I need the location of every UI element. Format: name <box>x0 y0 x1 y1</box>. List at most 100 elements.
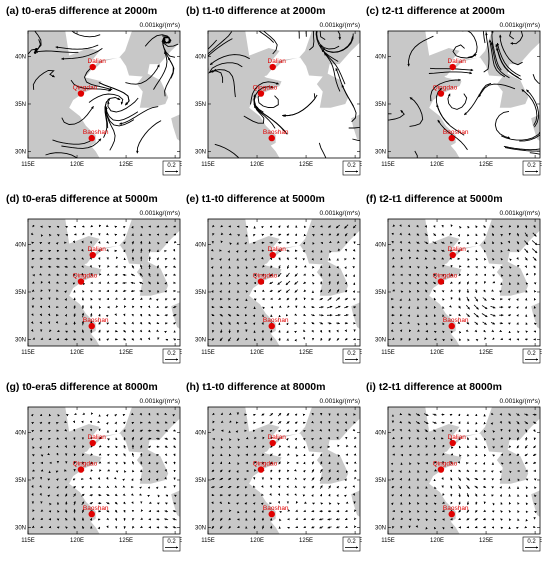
vector-arrow <box>451 259 452 260</box>
vector-arrow <box>58 242 59 243</box>
vector-arrow <box>41 283 42 284</box>
x-tick-label: 125E <box>299 538 313 544</box>
vector-arrow <box>484 454 485 455</box>
y-tick-label: 30N <box>195 149 206 155</box>
vector-arrow <box>263 307 264 308</box>
y-tick-label: 30N <box>195 525 206 531</box>
city-label: Qingdao <box>73 85 98 92</box>
vector-arrow <box>91 266 92 267</box>
vector-arrow <box>271 338 272 341</box>
vector-arrow <box>279 486 280 488</box>
vector-arrow <box>493 267 494 268</box>
vector-arrow <box>500 226 502 227</box>
vector-arrow <box>229 226 231 227</box>
vector-arrow <box>518 527 519 528</box>
vector-arrow <box>141 478 142 479</box>
reference-vector-label: 0.2 <box>347 351 356 357</box>
vector-arrow <box>501 494 502 496</box>
vector-arrow <box>254 471 255 472</box>
vector-arrow <box>124 314 125 316</box>
vector-arrow <box>108 439 109 440</box>
vector-arrow <box>229 511 230 512</box>
y-tick-label: 30N <box>375 337 386 343</box>
vector-arrow <box>49 283 50 284</box>
vector-arrow <box>254 242 256 243</box>
vector-arrow <box>123 275 126 276</box>
vector-arrow <box>467 527 469 528</box>
vector-arrow <box>213 290 214 291</box>
vector-arrow <box>57 283 58 284</box>
vector-arrow <box>534 487 535 488</box>
vector-arrow <box>133 495 134 496</box>
vector-arrow <box>108 422 109 423</box>
vector-arrow <box>501 250 502 251</box>
vector-arrow <box>124 470 125 471</box>
vector-arrow <box>254 251 255 252</box>
vector-arrow <box>99 283 101 284</box>
vector-arrow <box>254 234 255 235</box>
vector-arrow <box>312 234 313 235</box>
vector-arrow <box>149 487 150 488</box>
y-tick-label: 40N <box>195 243 206 249</box>
vector-arrow <box>33 315 34 316</box>
y-tick-label: 35N <box>15 102 26 108</box>
x-tick-label: 120E <box>430 162 444 168</box>
vector-arrow <box>393 439 394 440</box>
panel-title: (b) t1-t0 difference at 2000m <box>186 5 325 17</box>
vector-arrow <box>296 511 297 512</box>
vector-arrow <box>32 283 33 284</box>
vector-arrow <box>392 471 393 472</box>
panel-title: (f) t2-t1 difference at 5000m <box>366 193 503 205</box>
city-label: Baoshan <box>443 505 469 512</box>
vector-arrow <box>212 299 214 300</box>
reference-vector-label: 0.2 <box>167 539 176 545</box>
city-label: Dalian <box>88 434 107 441</box>
city-label: Qingdao <box>253 273 278 280</box>
vector-arrow <box>393 503 394 504</box>
vector-arrow <box>409 447 410 448</box>
vector-arrow <box>354 291 355 292</box>
vector-arrow <box>426 471 427 472</box>
y-tick-label: 40N <box>195 55 206 61</box>
x-tick-label: 120E <box>250 538 264 544</box>
vector-arrow <box>99 258 100 260</box>
city-label: Baoshan <box>443 317 469 324</box>
city-label: Qingdao <box>433 461 458 468</box>
vector-arrow <box>338 430 339 431</box>
unit-label: 0.001kg/(m*s) <box>140 22 180 29</box>
vector-arrow <box>41 487 42 488</box>
vector-arrow <box>99 275 100 276</box>
vector-arrow <box>133 414 134 415</box>
vector-arrow <box>492 495 493 496</box>
vector-arrow <box>418 331 419 332</box>
vector-arrow <box>107 283 109 284</box>
city-label: Dalian <box>268 246 287 253</box>
vector-arrow <box>166 259 168 260</box>
vector-arrow <box>401 291 402 292</box>
vector-arrow <box>288 478 289 480</box>
map-area <box>381 17 550 180</box>
vector-arrow <box>426 306 427 308</box>
vector-arrow <box>41 519 42 520</box>
city-label: Baoshan <box>83 505 109 512</box>
x-tick-label: 115E <box>201 350 215 356</box>
vector-arrow <box>33 414 34 415</box>
x-tick-label: 125E <box>299 162 313 168</box>
vector-arrow <box>484 471 486 472</box>
vector-arrow <box>296 315 297 316</box>
vector-arrow <box>493 455 494 456</box>
city-label: Qingdao <box>433 85 458 92</box>
panel-b: (b) t1-t0 difference at 2000m0.001kg/(m*… <box>186 0 395 180</box>
vector-arrow <box>526 323 527 324</box>
vector-arrow <box>158 471 159 472</box>
vector-arrow <box>254 414 256 415</box>
vector-arrow <box>246 242 247 243</box>
vector-arrow <box>321 447 322 448</box>
reference-vector-label: 0.2 <box>527 539 536 545</box>
city-label: Dalian <box>448 434 467 441</box>
y-tick-label: 30N <box>15 525 26 531</box>
city-label: Dalian <box>268 434 287 441</box>
vector-arrow <box>393 258 394 259</box>
vector-arrow <box>434 519 435 520</box>
vector-arrow <box>271 330 272 333</box>
